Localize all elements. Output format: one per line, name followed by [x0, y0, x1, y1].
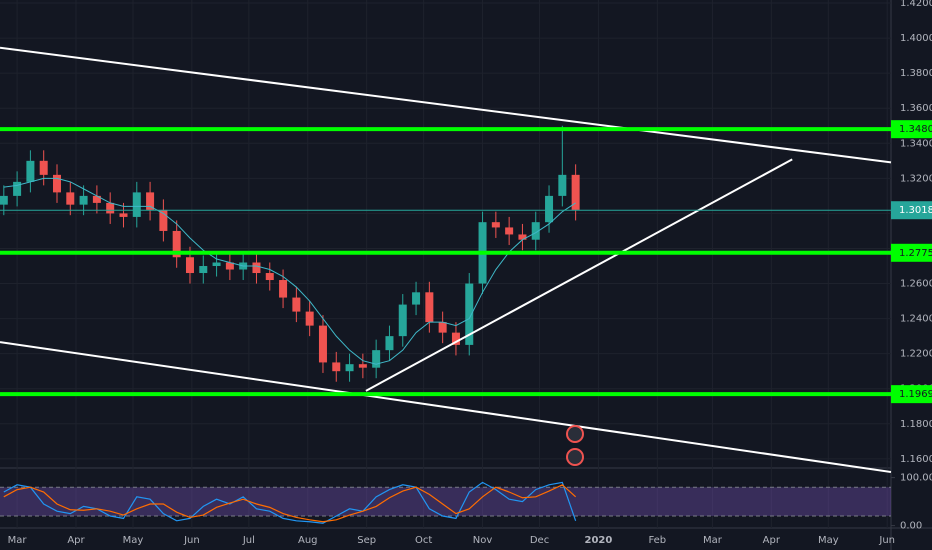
x-tick-label: Apr	[763, 535, 781, 546]
event-markers[interactable]	[566, 425, 584, 466]
y-tick-label: 1.36000	[900, 103, 932, 114]
candle-body	[66, 192, 75, 205]
y-tick-label: 0.00	[900, 521, 922, 532]
x-tick-label: Dec	[530, 535, 549, 546]
x-tick-label: May	[123, 535, 144, 546]
candle-body	[159, 209, 168, 231]
candle-body	[199, 266, 208, 274]
x-tick-label: Jun	[183, 535, 200, 546]
candle-body	[225, 262, 234, 270]
candle-body	[425, 292, 434, 323]
candles	[0, 125, 580, 382]
candle-body	[332, 362, 341, 372]
candle-body	[146, 192, 155, 210]
candle-body	[438, 322, 447, 333]
candle-body	[305, 311, 314, 326]
y-tick-label: 1.22000	[900, 349, 932, 360]
event-icon[interactable]	[566, 425, 584, 443]
candle-body	[531, 222, 540, 240]
candle-body	[39, 160, 48, 175]
candle-body	[545, 195, 554, 223]
candle-body	[279, 280, 288, 298]
candle-body	[13, 181, 22, 196]
candle-body	[345, 364, 354, 372]
candle-body	[518, 234, 527, 240]
candle-body	[412, 292, 421, 305]
candle-body	[558, 174, 567, 196]
y-tick-label: 1.18000	[900, 419, 932, 430]
stoch-line	[3, 481, 577, 524]
candle-body	[571, 174, 580, 210]
y-tick-label: 1.42000	[900, 0, 932, 9]
stoch-band	[0, 487, 891, 516]
candle-body	[265, 273, 274, 281]
y-tick-label: 1.24000	[900, 314, 932, 325]
x-tick-label: Oct	[415, 535, 432, 546]
y-tick-label: 100.00	[900, 473, 932, 484]
x-tick-label: Aug	[298, 535, 318, 546]
candle-body	[491, 222, 500, 228]
candle-body	[252, 262, 261, 274]
x-tick-label: Nov	[473, 535, 493, 546]
candle-body	[372, 350, 381, 368]
candle-body	[292, 297, 301, 312]
candle-body	[52, 174, 61, 193]
trendline	[0, 46, 892, 164]
x-tick-label: Jun	[878, 535, 895, 546]
level-tag	[891, 385, 932, 404]
y-tick-label: 1.40000	[900, 33, 932, 44]
trendline	[0, 341, 892, 473]
candle-body	[398, 304, 407, 337]
candle-body	[451, 332, 460, 345]
candle-body	[119, 213, 128, 217]
y-tick-label: 1.38000	[900, 68, 932, 79]
candle-body	[172, 230, 181, 258]
x-tick-label: Feb	[648, 535, 666, 546]
y-tick-label: 1.16000	[900, 454, 932, 465]
level-label: 1.27754	[899, 248, 932, 259]
y-tick-label: 1.32000	[900, 173, 932, 184]
candle-body	[465, 283, 474, 345]
x-tick-label: Sep	[357, 535, 376, 546]
level-tag	[891, 120, 932, 139]
moving-average	[3, 177, 576, 365]
event-icon[interactable]	[566, 448, 584, 466]
candle-body	[212, 262, 221, 267]
x-tick-label: Jul	[242, 535, 255, 546]
x-tick-label: Apr	[67, 535, 85, 546]
candle-body	[385, 336, 394, 351]
candle-body	[106, 202, 115, 214]
candle-body	[132, 192, 141, 217]
candle-body	[79, 195, 88, 205]
candle-body	[92, 195, 101, 203]
trendline	[365, 158, 793, 392]
y-tick-label: 1.26000	[900, 279, 932, 290]
current-price-label: 1.30183	[899, 205, 932, 216]
candle-body	[318, 325, 327, 363]
y-tick-label: 1.34000	[900, 138, 932, 149]
level-label: 1.34806	[899, 124, 932, 135]
candle-body	[0, 195, 8, 205]
candle-body	[26, 160, 35, 182]
stoch-line	[3, 484, 577, 523]
level-tag	[891, 243, 932, 262]
x-tick-label: Mar	[703, 535, 723, 546]
x-tick-label: May	[818, 535, 839, 546]
candle-body	[185, 257, 194, 274]
candle-body	[505, 227, 514, 235]
x-tick-label: 2020	[585, 535, 613, 546]
candle-body	[358, 364, 367, 368]
price-tag	[891, 201, 932, 220]
x-tick-label: Mar	[8, 535, 28, 546]
